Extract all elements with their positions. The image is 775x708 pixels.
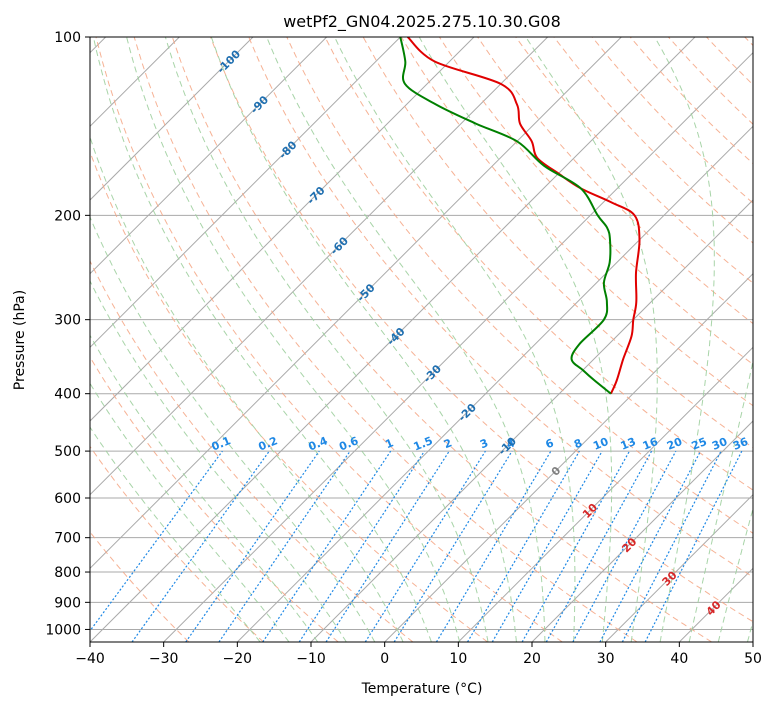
mixing-ratio-line [491, 450, 603, 642]
mixing-ratio-label: 20 [665, 435, 684, 453]
x-tick-label: −30 [149, 651, 179, 667]
mixing-ratio-label: 1 [383, 436, 395, 451]
mixing-ratio-line [393, 450, 513, 642]
y-tick-label: 300 [54, 313, 81, 329]
mixing-ratio-label: 16 [641, 435, 660, 453]
mixing-ratio-line [521, 450, 631, 642]
isotherm-line [90, 37, 475, 422]
isotherm-line [384, 272, 753, 642]
dry-adiabat-line [90, 356, 339, 642]
y-tick-label: 1000 [45, 622, 81, 638]
moist-adiabat-line [90, 426, 261, 642]
y-tick-label: 200 [54, 208, 81, 224]
x-tick-label: 10 [449, 651, 467, 667]
isotherm-line [457, 346, 753, 642]
moist-adiabat-line [90, 382, 290, 642]
temperature-line [406, 37, 641, 395]
dry-adiabat-line [248, 37, 753, 578]
isotherm-line [531, 420, 753, 642]
moist-adiabat-line [717, 506, 753, 642]
moist-adiabat-line [688, 358, 753, 642]
mixing-ratio-line [545, 450, 653, 642]
dewpoint-line [399, 37, 612, 395]
y-tick-label: 700 [54, 531, 81, 547]
mixing-ratio-line [572, 450, 677, 642]
plot-frame [89, 36, 754, 643]
moist-adiabat-line [525, 37, 658, 642]
moist-adiabat-line [90, 215, 376, 642]
y-axis-title: Pressure (hPa) [12, 290, 28, 390]
y-tick-label: 800 [54, 565, 81, 581]
isotherm-line [90, 37, 622, 570]
mixing-ratio-label: 2 [442, 436, 454, 451]
moist-adiabat-line [418, 37, 613, 642]
background-lines [90, 37, 753, 642]
mixing-ratio-label: 36 [731, 435, 750, 453]
y-tick-label: 100 [54, 30, 81, 46]
mixing-ratio-line [364, 450, 486, 642]
mixing-ratio-label: 30 [710, 435, 729, 453]
x-tick-label: 40 [670, 651, 688, 667]
mixing-ratio-line [466, 450, 580, 642]
isotherm-line [236, 125, 753, 642]
moist-adiabat-line [90, 334, 319, 642]
isotherm-line [90, 37, 254, 201]
mixing-ratio-label: 8 [572, 436, 584, 451]
moist-adiabat-line [334, 37, 576, 642]
isotherm-line [90, 37, 549, 496]
isotherm-line [90, 37, 328, 275]
y-tick-label: 400 [54, 387, 81, 403]
moist-adiabat-line [654, 37, 715, 642]
x-tick-label: −20 [223, 651, 253, 667]
moist-adiabat-line [126, 37, 461, 642]
y-axis-ticks: 100 200 300 400 500 600 700 800 900 1000 [45, 30, 90, 638]
x-tick-label: 0 [380, 651, 389, 667]
x-tick-label: −10 [296, 651, 326, 667]
mixing-ratio-label: 13 [619, 435, 638, 453]
isotherm-line [90, 37, 696, 642]
isotherm-line [605, 493, 753, 642]
moist-adiabat-line [210, 37, 517, 642]
y-tick-label: 600 [54, 491, 81, 507]
dry-adiabat-line [95, 37, 563, 642]
mixing-ratio-line [325, 450, 450, 642]
y-tick-label: 900 [54, 595, 81, 611]
mixing-ratio-label: 25 [690, 435, 709, 453]
dry-adiabat-line [324, 37, 753, 491]
y-tick-label: 500 [54, 444, 81, 460]
dry-adiabat-line [210, 37, 753, 623]
x-tick-label: 30 [597, 651, 615, 667]
mixing-ratio-label: 10 [591, 435, 610, 453]
moist-adiabat-line [92, 37, 432, 642]
x-tick-label: −40 [75, 651, 105, 667]
isotherm-line [90, 37, 401, 349]
x-axis-ticks: −40 −30 −20 −10 0 10 20 30 40 50 [75, 642, 762, 667]
plot-background [90, 37, 753, 642]
mixing-ratio-line [218, 450, 351, 642]
isotherm-line [752, 641, 753, 642]
isotherm-line [163, 51, 753, 642]
dry-adiabat-line [515, 37, 753, 284]
moist-adiabat-line [90, 135, 404, 642]
dry-adiabat-line [90, 445, 264, 642]
x-tick-label: 50 [744, 651, 762, 667]
dry-adiabat-line [171, 37, 712, 642]
x-tick-label: 20 [523, 651, 541, 667]
moist-adiabat-line [164, 37, 489, 642]
chart-title: wetPf2_GN04.2025.275.10.30.G08 [283, 12, 561, 32]
mixing-ratio-line [131, 450, 270, 642]
dry-adiabat-line [90, 259, 414, 642]
mixing-ratio-label: 3 [478, 436, 490, 451]
mixing-ratio-line [185, 450, 320, 642]
mixing-ratio-line [435, 450, 552, 642]
dry-adiabat-line [286, 37, 753, 534]
x-axis-title: Temperature (°C) [361, 681, 483, 697]
moist-adiabat-line [266, 37, 546, 642]
profile-lines [399, 37, 641, 395]
mixing-ratio-line [90, 450, 223, 632]
